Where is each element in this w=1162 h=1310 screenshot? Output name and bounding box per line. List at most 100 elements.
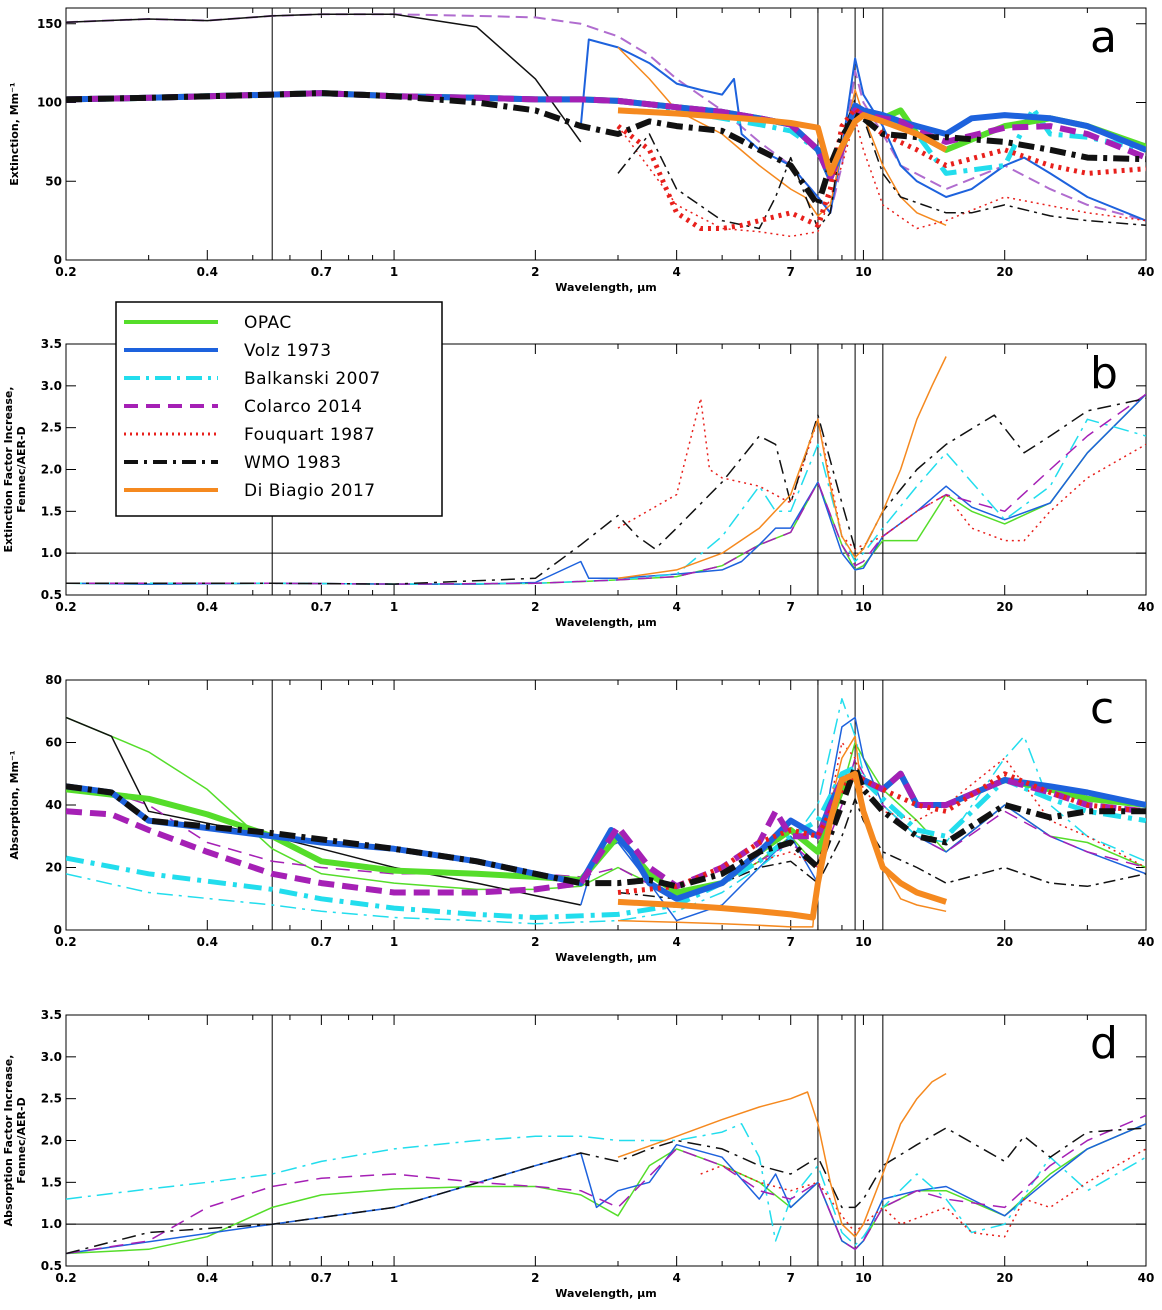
x-tick-label: 0.2 (55, 265, 76, 279)
y-tick-label: 3.0 (41, 379, 62, 393)
x-tick-label: 0.2 (55, 935, 76, 949)
x-tick-label: 0.4 (197, 265, 218, 279)
x-tick-label: 0.2 (55, 600, 76, 614)
series-line (66, 1123, 1146, 1255)
y-tick-label: 1.0 (41, 1217, 62, 1231)
series-line (579, 38, 1146, 222)
x-tick-label: 7 (787, 265, 795, 279)
series-line (66, 1123, 1146, 1255)
x-tick-label: 10 (855, 600, 872, 614)
legend-label: Balkanski 2007 (244, 369, 381, 389)
x-tick-label: 20 (996, 265, 1013, 279)
y-tick-label: 2.0 (41, 1134, 62, 1148)
x-axis-label: Wavelength, μm (555, 1287, 656, 1300)
x-tick-label: 2 (531, 265, 539, 279)
series-line (617, 397, 1146, 550)
x-tick-label: 4 (672, 265, 680, 279)
legend-box (115, 301, 443, 517)
y-tick-label: 0 (54, 253, 62, 267)
panel-c: 0.2 0.4 0.7 1 2 4 7 10 20 40 0 20 40 60 80 Wavelength, … (8, 673, 1154, 964)
x-tick-label: 20 (996, 600, 1013, 614)
y-tick-label: 2.5 (41, 421, 62, 435)
series-group (66, 698, 1146, 928)
series-line (66, 90, 1146, 181)
x-tick-label: 40 (1138, 935, 1155, 949)
y-tick-label: 100 (37, 96, 62, 110)
x-tick-label: 0.7 (311, 600, 332, 614)
x-tick-label: 0.4 (197, 1271, 218, 1285)
x-axis-label: Wavelength, μm (555, 281, 656, 294)
y-axis-label: Extinction, Mm⁻¹ (8, 82, 21, 186)
series-line (66, 770, 1146, 902)
panel-letter: c (1090, 683, 1114, 734)
y-tick-label: 2.5 (41, 1092, 62, 1106)
x-tick-label: 20 (996, 935, 1013, 949)
series-line (66, 698, 1146, 925)
series-line (66, 393, 1146, 585)
x-tick-label: 2 (531, 600, 539, 614)
series-line (617, 98, 1146, 230)
series-line (617, 356, 947, 580)
x-axis-label: Wavelength, μm (555, 951, 656, 964)
series-line (617, 798, 1146, 900)
series-line (617, 770, 948, 921)
plot-frame (65, 7, 1147, 261)
x-tick-label: 10 (855, 265, 872, 279)
x-tick-label: 2 (531, 1271, 539, 1285)
x-tick-label: 20 (996, 1271, 1013, 1285)
x-tick-label: 0.4 (197, 935, 218, 949)
x-tick-label: 0.7 (311, 1271, 332, 1285)
legend-label: Di Biagio 2017 (244, 481, 376, 501)
series-line (617, 1072, 947, 1238)
y-tick-label: 0.5 (41, 588, 62, 602)
x-tick-label: 40 (1138, 265, 1155, 279)
series-line (617, 771, 1146, 895)
y-axis-label: Absorption Factor Increase, (2, 1055, 15, 1227)
y-axis-label: Absorption, Mm⁻¹ (8, 750, 21, 859)
plot-frame (65, 679, 1147, 931)
y-axis-label: Fennec/AER-D (15, 1097, 28, 1183)
x-tick-label: 40 (1138, 600, 1155, 614)
y-tick-label: 1.5 (41, 1175, 62, 1189)
series-group (66, 13, 1146, 238)
legend-label: Colarco 2014 (244, 397, 362, 417)
y-tick-label: 1.5 (41, 504, 62, 518)
x-tick-label: 0.7 (311, 265, 332, 279)
y-tick-label: 20 (45, 861, 62, 875)
x-tick-label: 4 (672, 935, 680, 949)
x-tick-label: 4 (672, 600, 680, 614)
x-tick-label: 1 (390, 1271, 398, 1285)
series-line (66, 397, 1146, 585)
y-tick-label: 3.5 (41, 337, 62, 351)
x-tick-label: 10 (855, 1271, 872, 1285)
series-line (66, 764, 1146, 890)
legend-label: WMO 1983 (244, 453, 342, 473)
y-tick-label: 0.5 (41, 1259, 62, 1273)
series-line (66, 90, 1146, 182)
y-tick-label: 0 (54, 923, 62, 937)
x-tick-label: 4 (672, 1271, 680, 1285)
panel-letter: a (1090, 12, 1117, 63)
x-tick-label: 7 (787, 1271, 795, 1285)
y-tick-label: 50 (45, 174, 62, 188)
y-tick-label: 150 (37, 17, 62, 31)
y-tick-label: 2.0 (41, 463, 62, 477)
y-tick-label: 1.0 (41, 546, 62, 560)
series-line (66, 1114, 1146, 1255)
y-tick-label: 80 (45, 673, 62, 687)
series-line (66, 90, 1146, 182)
panel-b: 0.2 0.4 0.7 1 2 4 7 10 20 40 0.5 1.0 1.5 2.0 2.5 3.0 3.5… (2, 337, 1154, 629)
series-line (66, 90, 1146, 208)
x-tick-label: 0.2 (55, 1271, 76, 1285)
x-tick-label: 40 (1138, 1271, 1155, 1285)
plot-frame (65, 1014, 1147, 1267)
legend-label: Volz 1973 (244, 341, 332, 361)
x-tick-label: 2 (531, 935, 539, 949)
series-line (580, 716, 1146, 922)
x-tick-label: 0.4 (197, 600, 218, 614)
x-tick-label: 7 (787, 935, 795, 949)
legend-label: Fouquart 1987 (244, 425, 375, 445)
x-axis-label: Wavelength, μm (555, 616, 656, 629)
y-axis-label: Extinction Factor Increase, (2, 386, 15, 552)
